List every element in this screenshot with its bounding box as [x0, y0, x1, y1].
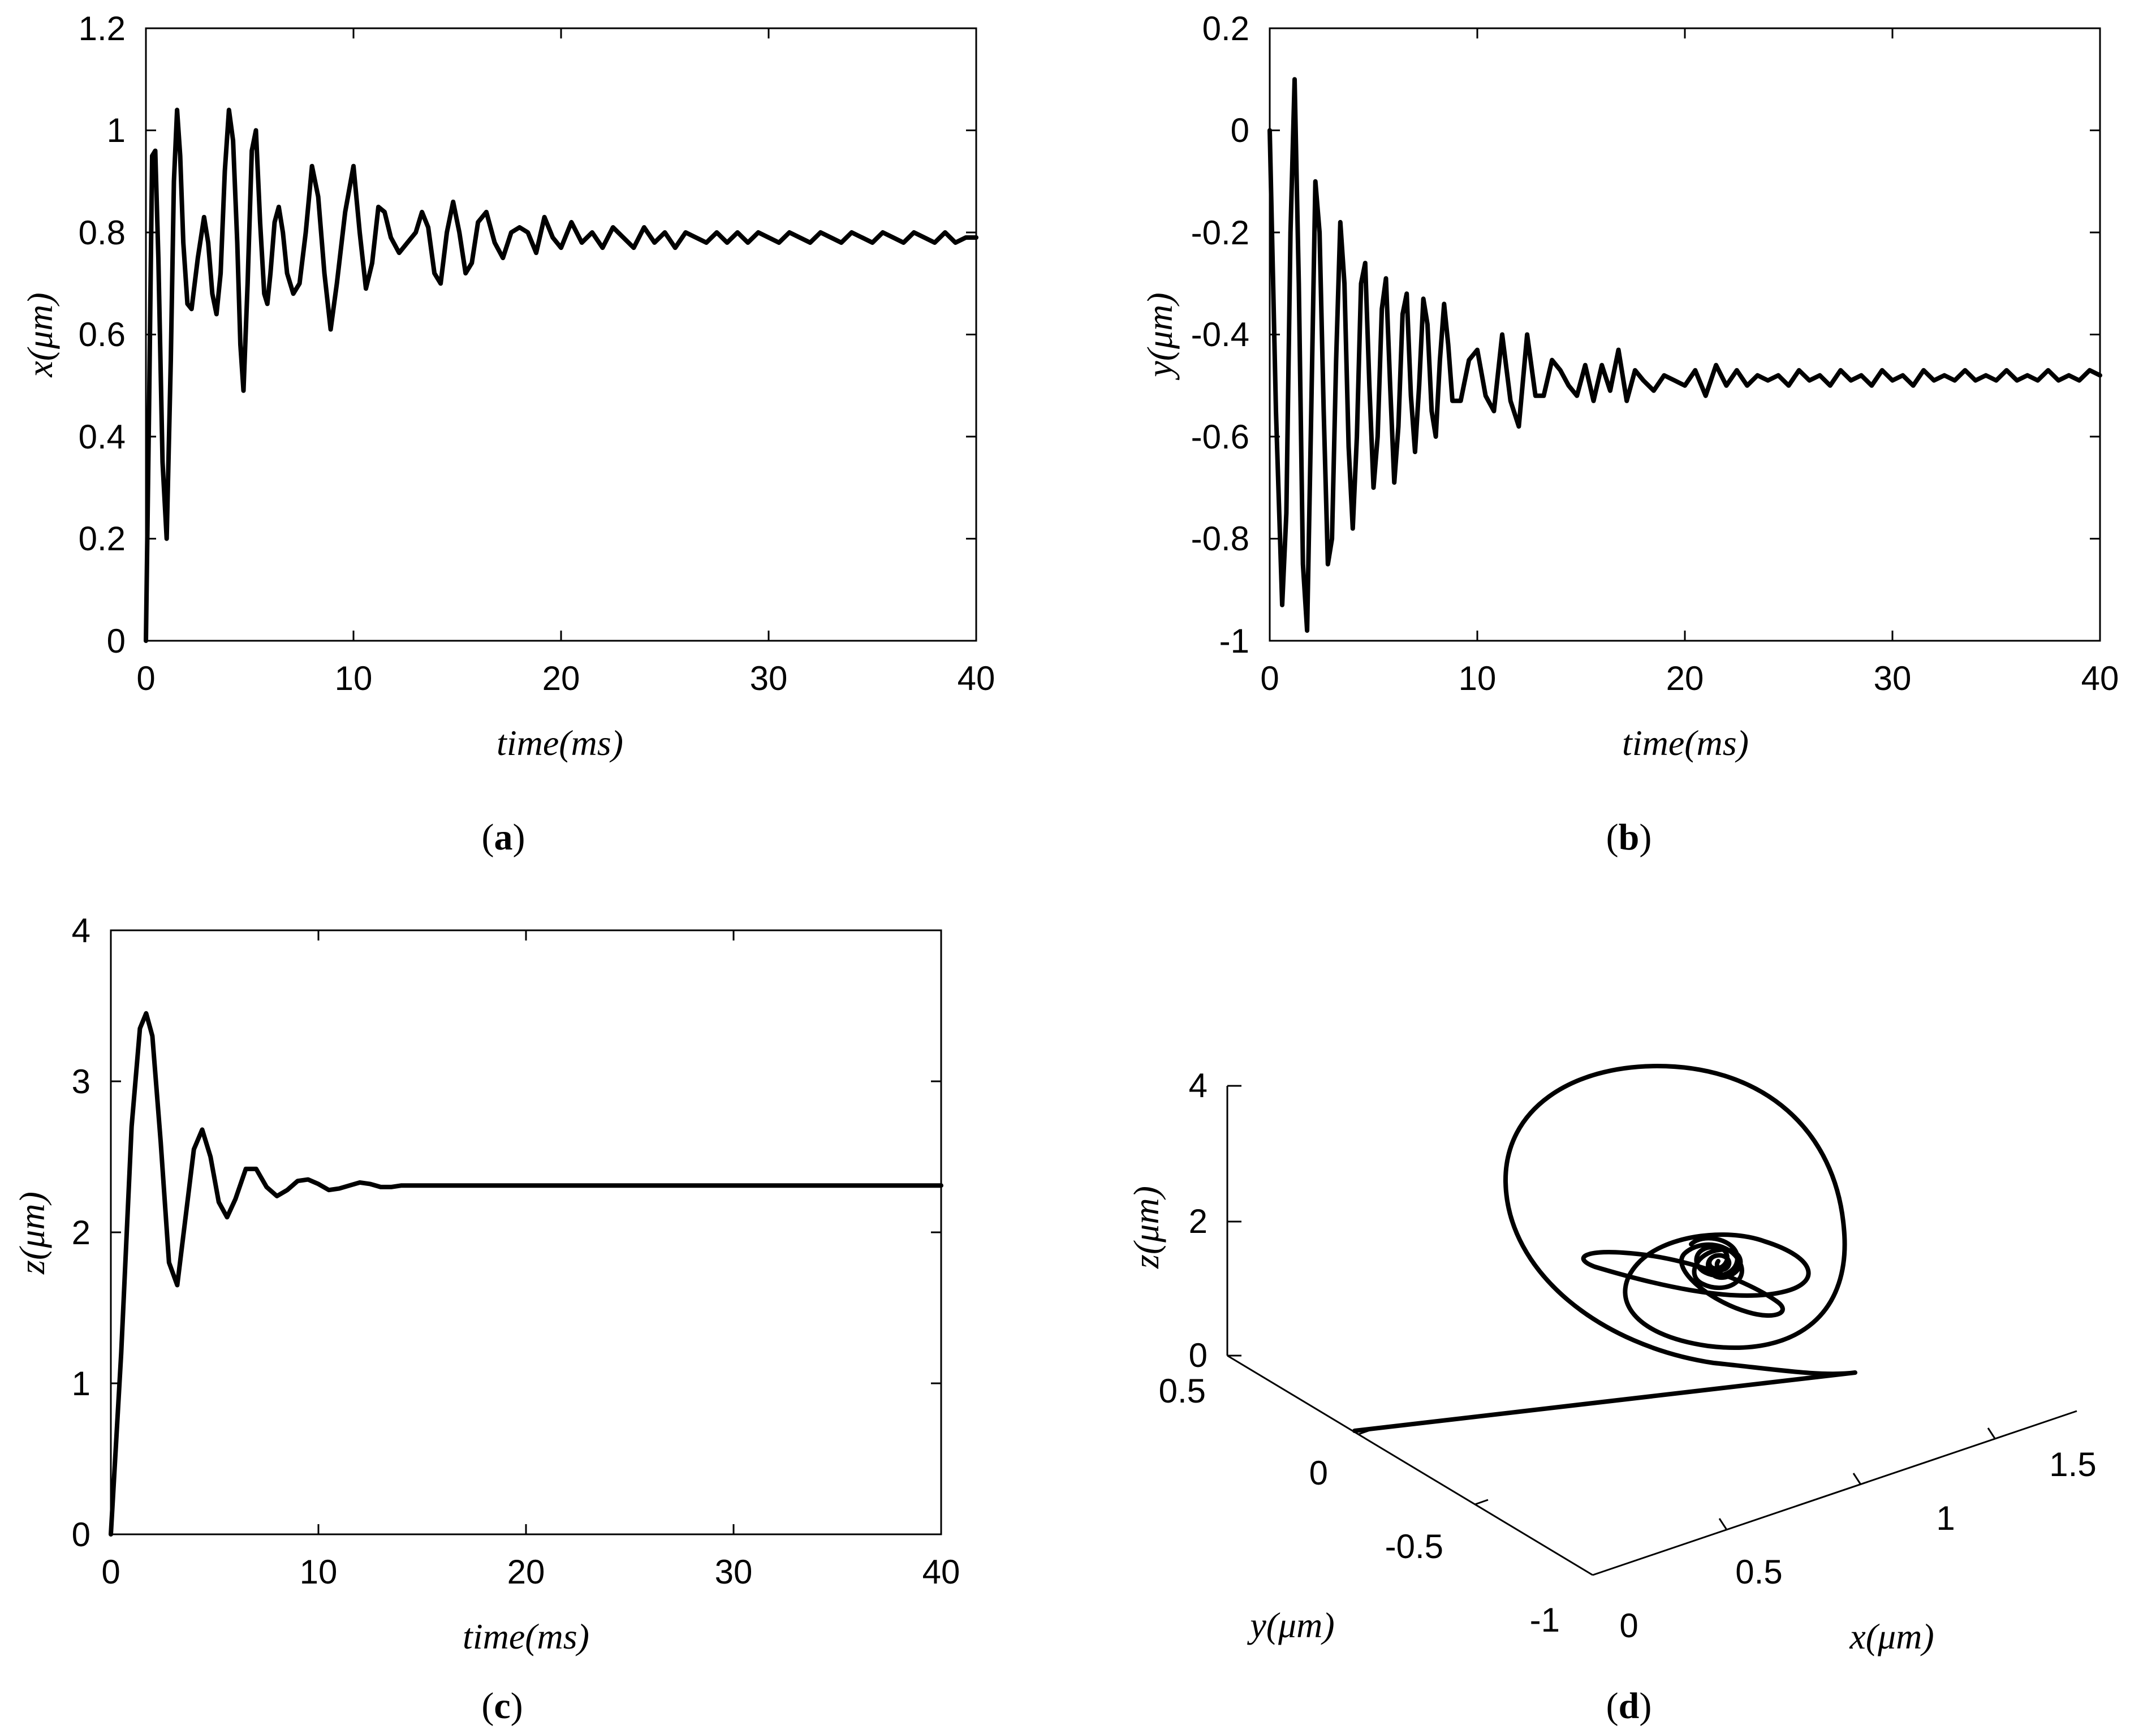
panel-caption-d: (d)	[1606, 1685, 1652, 1727]
y-tick-label-b-1: -0.8	[1191, 520, 1249, 558]
y-tick-label-b-0: -1	[1219, 622, 1249, 660]
x-axis-label-b: time(ms)	[1622, 723, 1749, 763]
panel-d: 4 2 0 0.5 0 -0.5 -1 0 0.5 1 1.5 z(μm) y(…	[1126, 1064, 2097, 1727]
y-tick-label-d-2: 0	[1309, 1454, 1328, 1492]
x-tick-label-a-1: 10	[335, 659, 373, 697]
y-tick-label-d-3: 0.5	[1159, 1372, 1206, 1410]
x-tick-label-c-0: 0	[101, 1553, 120, 1591]
plot-frame-c	[110, 929, 942, 1535]
series-line-c	[109, 1011, 943, 1537]
y-tick-label-b-2: -0.6	[1191, 418, 1249, 456]
z-axis-label-d: z(μm)	[1126, 1186, 1166, 1269]
plot-frame-a	[145, 27, 977, 642]
z-tick-label-d-2: 4	[1189, 1067, 1208, 1105]
panel-b: 0 10 20 30 40 -1 -0.8 -0.6 -0.4 -0.2 0 0…	[1140, 10, 2119, 858]
y-tick-d-m05	[1474, 1499, 1489, 1505]
y-axis-line-d	[1227, 1354, 1593, 1576]
x-tick-label-a-0: 0	[136, 659, 155, 697]
y-axis-label-c: z(μm)	[12, 1192, 52, 1275]
z-tick-label-d-0: 0	[1189, 1336, 1208, 1374]
x-tick-label-a-4: 40	[958, 659, 995, 697]
y-tick-label-a-0: 0	[107, 622, 126, 660]
y-tick-label-c-2: 2	[72, 1214, 90, 1252]
y-tick-label-d-0: -1	[1530, 1601, 1560, 1639]
x-tick-label-a-2: 20	[542, 659, 580, 697]
x-tick-label-b-2: 20	[1666, 659, 1704, 697]
x-axis-line-d	[1592, 1410, 2077, 1576]
panel-caption-b: (b)	[1606, 817, 1652, 858]
x-tick-label-d-0: 0	[1619, 1607, 1638, 1645]
x-tick-d-1	[1852, 1473, 1862, 1485]
tick-marks-d	[1227, 1085, 1997, 1530]
caption-letter-a: a	[494, 817, 513, 858]
y-tick-label-a-3: 0.6	[79, 316, 126, 353]
x-tick-label-d-3: 1.5	[2049, 1446, 2096, 1483]
x-tick-d-15	[1987, 1427, 1997, 1440]
panel-caption-c: (c)	[481, 1685, 523, 1727]
x-tick-label-d-2: 1	[1936, 1499, 1955, 1537]
y-tick-label-c-4: 4	[72, 912, 90, 950]
y-tick-label-b-5: 0	[1231, 111, 1249, 149]
y-axis-label-a: x(μm)	[20, 292, 60, 377]
caption-letter-d: d	[1619, 1685, 1640, 1727]
panel-c: 0 10 20 30 40 0 1 2 3 4 time(ms) z(μm) (…	[12, 912, 960, 1727]
tick-marks-a	[145, 27, 977, 642]
x-tick-label-b-4: 40	[2081, 659, 2119, 697]
x-tick-label-d-1: 0.5	[1735, 1553, 1782, 1591]
series-line-a	[144, 107, 978, 643]
x-axis-label-a: time(ms)	[497, 723, 623, 763]
trajectory-line-d	[1352, 1064, 1857, 1433]
z-tick-label-d-1: 2	[1189, 1202, 1208, 1240]
panel-a: 0 10 20 30 40 0 0.2 0.4 0.6 0.8 1 1.2 ti…	[20, 10, 995, 858]
y-tick-label-d-1: -0.5	[1385, 1528, 1443, 1565]
x-axis-label-c: time(ms)	[463, 1616, 589, 1656]
series-line-b	[1267, 77, 2102, 633]
x-tick-label-b-0: 0	[1260, 659, 1279, 697]
caption-letter-c: c	[494, 1685, 510, 1727]
y-tick-label-a-5: 1	[107, 111, 126, 149]
y-tick-label-a-1: 0.2	[79, 520, 126, 558]
y-tick-label-c-1: 1	[72, 1365, 90, 1403]
y-tick-label-b-6: 0.2	[1202, 10, 1249, 48]
tick-marks-c	[110, 929, 942, 1535]
y-tick-label-a-4: 0.8	[79, 214, 126, 252]
x-tick-label-b-1: 10	[1459, 659, 1497, 697]
plot-frame-b	[1269, 27, 2101, 642]
x-tick-label-a-3: 30	[750, 659, 788, 697]
y-tick-label-b-4: -0.2	[1191, 214, 1249, 252]
y-tick-label-c-0: 0	[72, 1516, 90, 1554]
y-tick-label-a-2: 0.4	[79, 418, 126, 456]
x-tick-label-c-4: 40	[922, 1553, 960, 1591]
panel-caption-a: (a)	[482, 817, 525, 858]
x-tick-label-c-2: 20	[507, 1553, 545, 1591]
y-tick-label-b-3: -0.4	[1191, 316, 1249, 353]
x-tick-d-05	[1718, 1518, 1728, 1530]
y-axis-label-d: y(μm)	[1247, 1605, 1334, 1645]
x-axis-label-d: x(μm)	[1849, 1616, 1934, 1656]
x-tick-label-c-1: 10	[300, 1553, 338, 1591]
y-tick-label-c-3: 3	[72, 1063, 90, 1101]
y-axis-label-b: y(μm)	[1140, 292, 1180, 380]
x-tick-label-c-3: 30	[715, 1553, 753, 1591]
caption-letter-b: b	[1619, 817, 1640, 858]
tick-marks-b	[1269, 27, 2101, 642]
trajectory-core-d	[1689, 1236, 1740, 1278]
y-tick-label-a-6: 1.2	[79, 10, 126, 48]
x-tick-label-b-3: 30	[1874, 659, 1912, 697]
